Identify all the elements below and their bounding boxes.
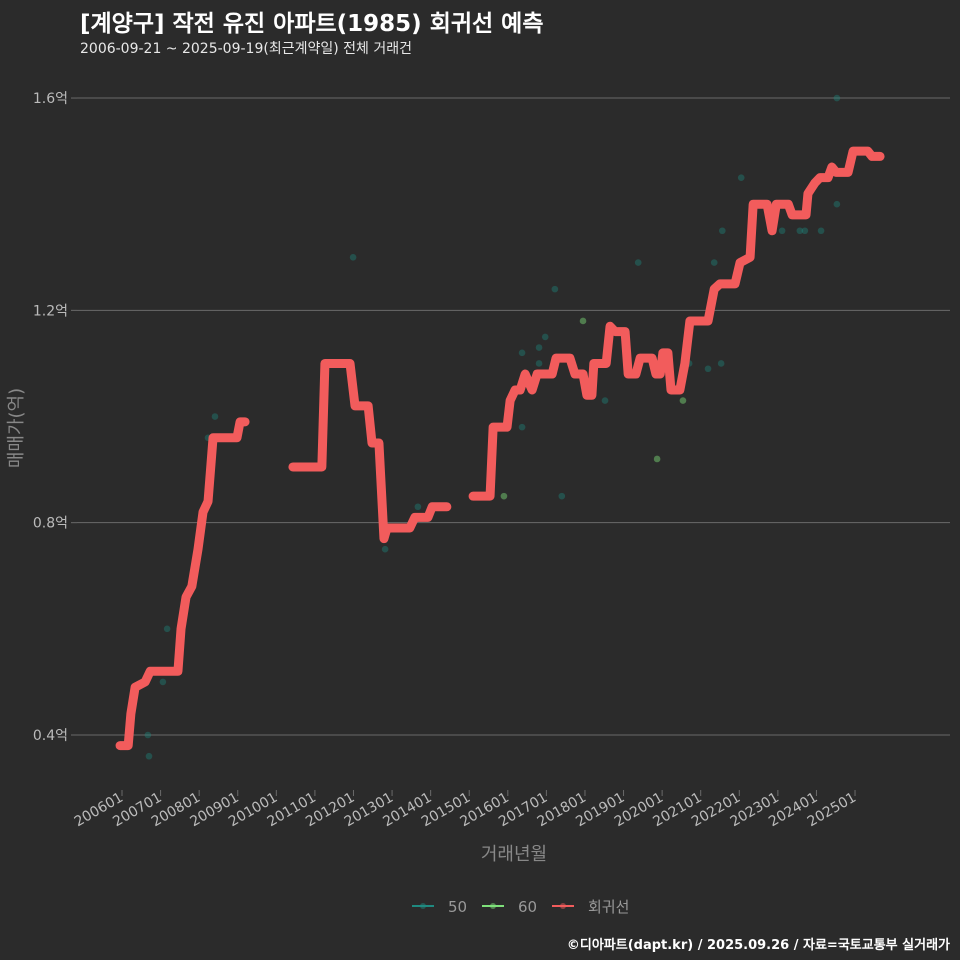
scatter-point-50 [145,752,153,760]
regression-line [468,146,885,501]
scatter-point-50 [541,333,549,341]
scatter-point-50 [414,503,422,511]
scatter-point-50 [535,360,543,367]
scatter-point-50 [211,413,219,420]
scatter-point-50 [778,227,786,235]
legend-label: 60 [518,898,537,916]
scatter-point-60 [653,455,661,463]
scatter-point-50 [381,545,389,553]
y-tick-label: 0.4억 [33,728,68,744]
legend-swatch-dot [490,903,496,909]
scatter-point-50 [717,360,725,367]
regression-line [288,358,452,544]
scatter-point-50 [833,200,841,208]
scatter-point-50 [601,397,609,404]
scatter-point-50 [719,227,726,235]
legend-label: 회귀선 [588,898,629,916]
footer-credit: ©디아파트(dapt.kr) / 2025.09.26 / 자료=국토교통부 실… [566,938,950,953]
scatter-point-50 [535,344,543,351]
chart-subtitle: 2006-09-21 ~ 2025-09-19(최근계약일) 전체 거래건 [80,41,412,57]
scatter-point-50 [796,227,804,235]
scatter-point-50 [163,625,171,633]
scatter-point-50 [817,227,825,235]
scatter-point-50 [710,259,718,266]
legend-label: 50 [448,898,467,916]
legend-swatch-dot [420,903,426,909]
scatter-point-50 [518,423,526,431]
scatter-point-50 [349,253,357,261]
scatter-point-50 [558,492,566,500]
scatter-point-50 [159,678,167,686]
scatter-point-50 [833,94,841,102]
y-tick-label: 1.2억 [33,303,68,319]
legend-swatch-dot [560,903,566,909]
scatter-point-50 [801,227,809,235]
y-tick-label: 1.6억 [33,91,68,107]
scatter-point-60 [500,492,508,500]
y-axis-title: 매매가(억) [6,388,27,468]
scatter-point-50 [144,731,152,739]
scatter-point-50 [737,174,745,181]
x-axis-title: 거래년월 [481,844,547,865]
scatter-point-50 [634,259,642,266]
scatter-point-60 [579,317,587,325]
scatter-point-50 [704,365,712,373]
scatter-point-60 [679,397,687,404]
scatter-point-50 [551,285,559,293]
y-tick-label: 0.8억 [33,516,68,532]
scatter-point-50 [518,349,526,357]
regression-line [115,417,250,751]
chart-title: [계양구] 작전 유진 아파트(1985) 회귀선 예측 [80,11,544,37]
